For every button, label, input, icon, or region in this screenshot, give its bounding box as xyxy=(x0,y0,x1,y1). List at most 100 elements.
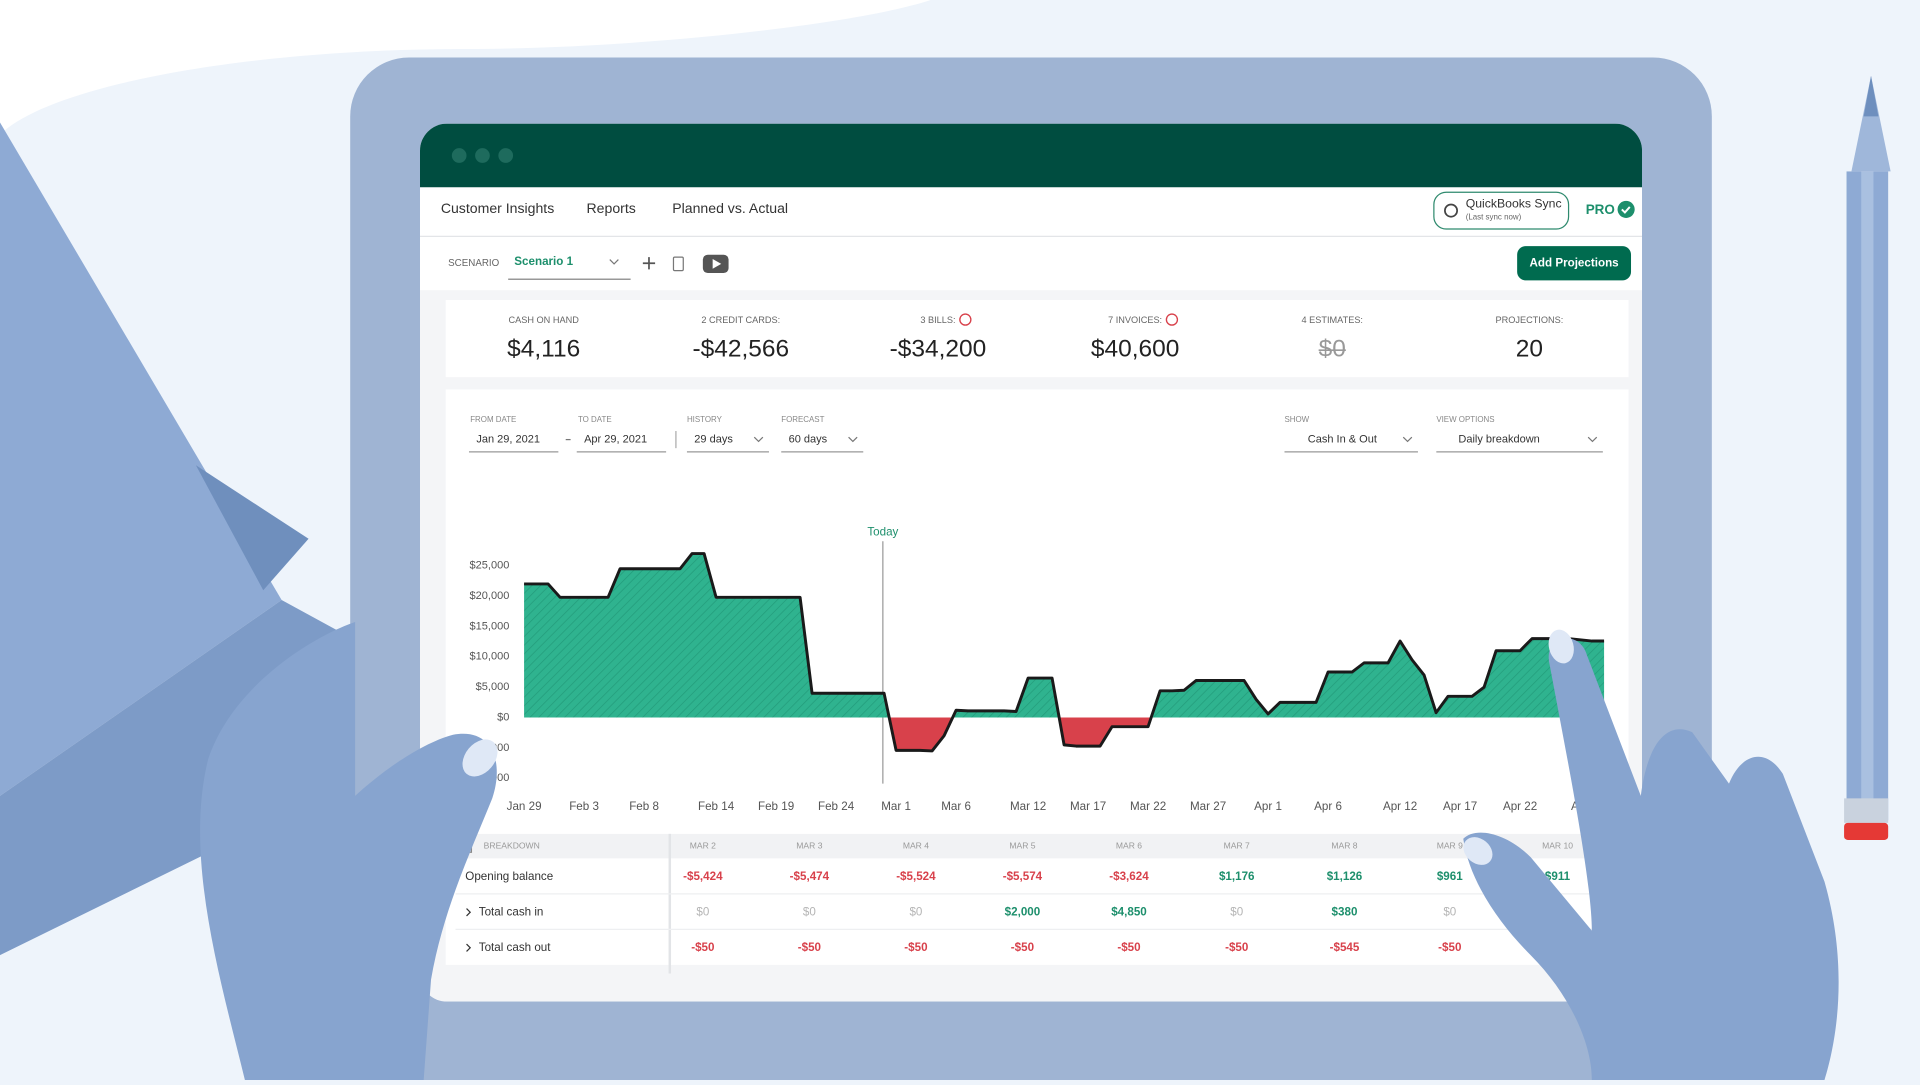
screen: Today Customer Insights Reports Planned … xyxy=(420,123,1643,1002)
row-label: Total cash out xyxy=(479,941,552,954)
paper-shape xyxy=(0,122,282,796)
column-header: MAR 6 xyxy=(1116,840,1142,850)
nav-tab[interactable]: Planned vs. Actual xyxy=(672,200,788,216)
table-cell: $1,126 xyxy=(1327,870,1363,883)
column-header: MAR 5 xyxy=(1009,840,1035,850)
x-tick-label: Apr 1 xyxy=(1254,800,1282,813)
summary-value: $0 xyxy=(1319,336,1346,363)
table-header-bg xyxy=(455,833,1629,859)
y-tick-label: $0 xyxy=(497,711,509,723)
table-cell: $911 xyxy=(1545,870,1571,883)
table-cell: $1,176 xyxy=(1219,870,1255,883)
column-header: MAR 2 xyxy=(690,840,716,850)
pencil-tip xyxy=(1851,75,1891,172)
content: Today Customer Insights Reports Planned … xyxy=(441,197,1619,954)
row-label: Opening balance xyxy=(465,870,553,883)
alert-icon xyxy=(1165,313,1179,326)
delete-icon[interactable] xyxy=(672,256,684,272)
thumb-nail xyxy=(462,739,498,777)
table-cell: -$50 xyxy=(691,941,714,954)
window-dot xyxy=(475,148,490,163)
table-cell: -$5,574 xyxy=(1003,870,1043,883)
scenario-select[interactable]: Scenario 1 xyxy=(514,255,573,268)
summary-label: 4 ESTIMATES: xyxy=(1301,315,1362,325)
filter-value[interactable]: 60 days xyxy=(789,433,828,445)
y-tick-label: $20,000 xyxy=(470,590,510,602)
filter-label: VIEW OPTIONS xyxy=(1436,415,1494,424)
sync-note: (Last sync now) xyxy=(1466,212,1522,221)
pro-check xyxy=(1617,200,1635,218)
table-cell: -$50 xyxy=(798,941,821,954)
filter-label: FROM DATE xyxy=(470,415,516,424)
x-tick-label: Jan 29 xyxy=(507,800,542,813)
x-tick-label: Feb 24 xyxy=(818,800,855,813)
right-hand xyxy=(1463,638,1839,1080)
balance-line xyxy=(524,552,1605,753)
summary-value: 20 xyxy=(1516,336,1543,363)
x-tick-label: Feb 3 xyxy=(569,800,599,813)
x-tick-label: Mar 12 xyxy=(1010,800,1046,813)
summary-label: 3 BILLS: xyxy=(920,315,955,325)
summary-label: 2 CREDIT CARDS: xyxy=(701,315,780,325)
window-dot xyxy=(498,148,514,163)
y-tick-label: $25,000 xyxy=(470,560,510,572)
x-tick-label: Apr 17 xyxy=(1443,800,1477,813)
x-tick-label: Feb 19 xyxy=(758,800,794,813)
column-header: MAR 8 xyxy=(1331,840,1357,850)
table-cell: $0 xyxy=(696,905,709,918)
sync-icon xyxy=(1444,203,1458,218)
finger-nail xyxy=(1463,837,1493,865)
x-tick-label: Feb 8 xyxy=(629,800,659,813)
add-icon[interactable] xyxy=(642,257,656,270)
nav-tab[interactable]: Customer Insights xyxy=(441,200,554,216)
table-cell: $0 xyxy=(909,905,922,918)
chevron xyxy=(753,436,764,443)
pencil-eraser xyxy=(1844,822,1889,840)
table-cell: -$50 xyxy=(1438,941,1461,954)
filter-label: HISTORY xyxy=(687,415,723,424)
row-toggle[interactable] xyxy=(466,943,472,952)
add-projections-button[interactable] xyxy=(1517,246,1632,281)
filter-label: SHOW xyxy=(1284,415,1309,424)
plan-badge: PRO xyxy=(1586,202,1615,217)
chevron xyxy=(609,259,619,265)
filter-value[interactable]: 29 days xyxy=(694,433,733,445)
window-dot xyxy=(451,148,467,163)
positive-area xyxy=(524,553,1605,718)
table-cell: $4,850 xyxy=(1111,905,1147,918)
y-tick-label: $10,000 xyxy=(470,651,510,663)
table-cell: -$50 xyxy=(904,941,927,954)
chevron xyxy=(1402,436,1413,443)
column-header: MAR 3 xyxy=(796,840,822,850)
table-cell: $0 xyxy=(803,905,816,918)
column-header: MAR 7 xyxy=(1224,840,1250,850)
row-label: Total cash in xyxy=(479,905,544,918)
x-tick-label: Feb 14 xyxy=(698,800,735,813)
filter-value[interactable]: Jan 29, 2021 xyxy=(476,433,540,445)
today-annotation: Today xyxy=(867,526,898,539)
summary-value: $40,600 xyxy=(1091,336,1179,363)
x-tick-label: Mar 1 xyxy=(881,800,911,813)
y-tick-label: $5,000 xyxy=(476,681,510,693)
sync-label: QuickBooks Sync xyxy=(1466,197,1562,211)
breakdown-header: BREAKDOWN xyxy=(484,840,540,850)
alert-icon xyxy=(959,313,972,326)
row-toggle[interactable] xyxy=(466,908,472,917)
filter-value[interactable]: Apr 29, 2021 xyxy=(584,433,647,445)
table-cell: -$50 xyxy=(1225,941,1248,954)
table-cell: -$5,424 xyxy=(683,870,723,883)
paper-shape xyxy=(195,465,309,591)
table-cell: $961 xyxy=(1437,870,1463,883)
table-cell: -$50 xyxy=(1117,941,1140,954)
nav-tab[interactable]: Reports xyxy=(587,200,636,216)
sync-button[interactable] xyxy=(1433,191,1570,230)
check-mark xyxy=(1621,206,1631,214)
left-hand xyxy=(200,622,497,1080)
background-blob xyxy=(0,0,931,135)
filter-value[interactable]: Cash In & Out xyxy=(1308,433,1377,445)
table-cell: -$5,474 xyxy=(790,870,830,883)
x-tick-label: Mar 6 xyxy=(941,800,971,813)
filter-value[interactable]: Daily breakdown xyxy=(1458,433,1539,445)
